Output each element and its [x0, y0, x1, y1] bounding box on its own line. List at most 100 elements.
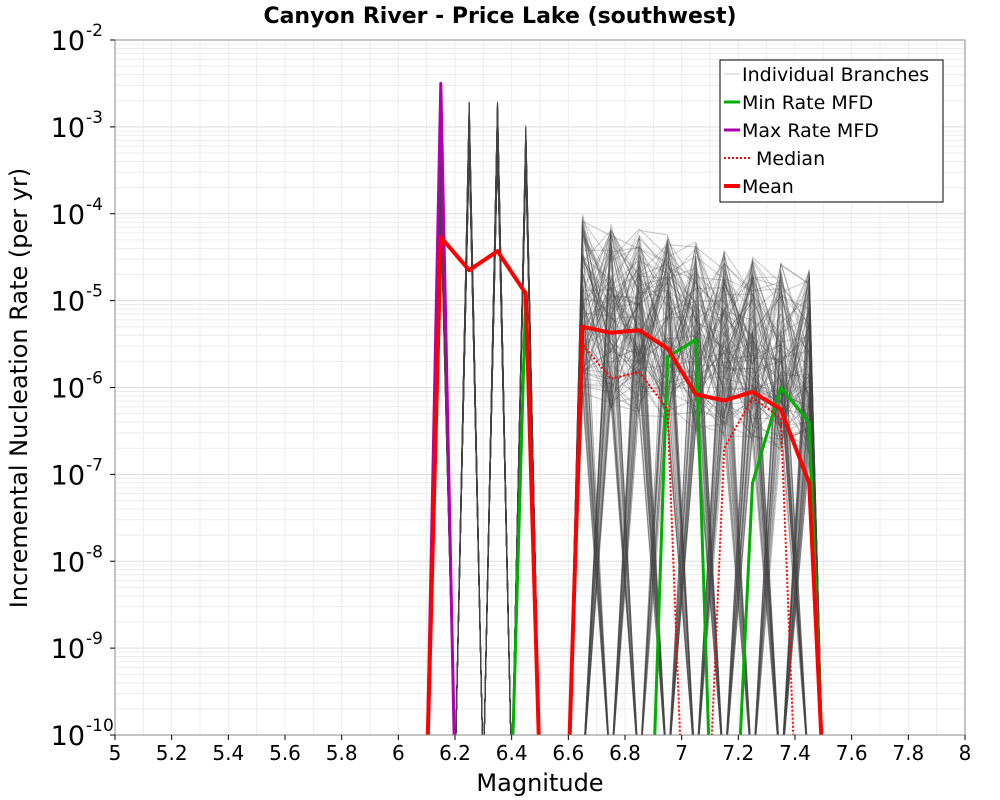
branch-line — [569, 331, 823, 735]
y-tick-exponent: -7 — [86, 455, 103, 475]
branch-line — [569, 243, 822, 735]
legend-box — [719, 59, 944, 203]
y-tick-label: 10 — [51, 200, 85, 231]
branch-line — [569, 259, 823, 735]
branch-line — [584, 228, 779, 735]
series-mean — [425, 235, 824, 735]
branch-line — [569, 228, 823, 735]
branch-line — [569, 276, 823, 735]
branch-line — [585, 243, 822, 735]
branch-line — [427, 102, 540, 735]
y-tick-label: 10 — [51, 374, 85, 405]
branch-line — [569, 275, 823, 735]
branch-line — [584, 260, 823, 735]
x-tick-label: 6.8 — [609, 741, 641, 765]
branch-line — [427, 133, 540, 735]
branch-line — [569, 282, 822, 735]
branch-line — [427, 108, 540, 735]
branch-line — [568, 255, 823, 735]
x-tick-label: 6 — [392, 741, 405, 765]
branch-line — [568, 226, 823, 735]
branch-line — [568, 237, 823, 735]
y-tick-exponent: -3 — [86, 108, 103, 128]
branch-line — [584, 254, 823, 735]
branch-line — [569, 323, 823, 735]
y-tick-label: 10 — [51, 547, 85, 578]
branch-line — [569, 236, 823, 735]
branch-line — [569, 254, 823, 735]
x-tick-label: 5.2 — [156, 741, 188, 765]
branch-line — [569, 302, 823, 735]
branch-line — [568, 232, 807, 735]
y-tick-exponent: -2 — [86, 21, 103, 41]
y-tick-label: 10 — [51, 287, 85, 318]
branch-line — [569, 234, 807, 735]
x-tick-label: 6.4 — [496, 741, 528, 765]
x-axis-label: Magnitude — [476, 769, 603, 797]
branch-line — [569, 304, 807, 735]
branch-line — [569, 231, 823, 735]
y-tick-label: 10 — [51, 634, 85, 665]
y-tick-label: 10 — [51, 113, 85, 144]
branch-line — [585, 345, 823, 735]
branch-line — [569, 240, 807, 735]
branch-line — [569, 242, 823, 735]
summary-series — [425, 81, 824, 735]
branch-line — [427, 115, 540, 735]
branch-line — [568, 218, 823, 735]
branch-line — [569, 275, 823, 735]
branch-line — [568, 222, 822, 735]
branch-line — [569, 258, 807, 735]
branch-line — [569, 264, 807, 735]
x-tick-label: 7.2 — [722, 741, 754, 765]
branch-line — [568, 233, 807, 735]
branch-line — [568, 214, 823, 735]
branch-line — [427, 125, 540, 735]
x-tick-label: 7.8 — [892, 741, 924, 765]
branch-line — [569, 277, 823, 735]
legend-label: Individual Branches — [742, 64, 929, 86]
x-tick-label: 6.6 — [552, 741, 584, 765]
branch-line — [569, 241, 823, 735]
branch-line — [569, 281, 823, 735]
branch-line — [569, 300, 807, 735]
branch-line — [569, 252, 823, 735]
branch-line — [584, 298, 823, 735]
branch-line — [569, 267, 823, 735]
branch-line — [568, 230, 823, 735]
branch-line — [427, 105, 540, 735]
branch-line — [584, 288, 822, 735]
branch-line — [569, 269, 822, 735]
branch-line — [613, 239, 823, 735]
branch-line — [569, 251, 807, 735]
branch-line — [569, 291, 823, 735]
branch-line — [613, 335, 823, 735]
branch-line — [427, 117, 540, 735]
legend: Individual Branches Min Rate MFD Max Rate … — [719, 59, 944, 203]
branch-line — [568, 222, 823, 735]
branch-line — [569, 254, 751, 735]
branch-line — [569, 271, 823, 735]
y-tick-label: 10 — [51, 721, 85, 752]
branch-line — [569, 254, 823, 735]
legend-label: Min Rate MFD — [742, 92, 873, 114]
branch-line — [569, 229, 808, 735]
y-tick-exponent: -10 — [86, 716, 114, 736]
branch-line — [427, 140, 540, 735]
branch-line — [670, 315, 823, 735]
branch-line — [569, 272, 823, 735]
branch-line — [569, 233, 823, 735]
y-tick-label: 10 — [51, 26, 85, 57]
legend-label: Mean — [742, 176, 794, 198]
branch-line — [568, 228, 823, 735]
y-tick-exponent: -8 — [86, 542, 103, 562]
branch-line — [569, 243, 823, 735]
branch-line — [569, 274, 823, 735]
branch-line — [427, 123, 540, 735]
branch-line — [612, 283, 823, 735]
branch-line — [427, 112, 540, 735]
branch-line — [569, 296, 823, 735]
branch-line — [568, 233, 823, 735]
branch-line — [584, 249, 807, 735]
